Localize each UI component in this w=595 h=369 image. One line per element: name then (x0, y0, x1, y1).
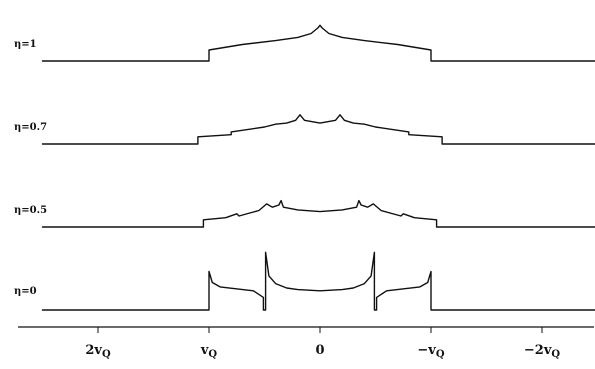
trace-series-4 (41, 251, 595, 311)
series-label-3: η=0.5 (14, 205, 47, 216)
series-labels: η=1 η=0.7 η=0.5 η=0 (14, 39, 47, 297)
trace-series-2 (41, 114, 595, 145)
x-axis-ticks: 2vQ vQ 0 −vQ −2vQ (85, 327, 560, 360)
spectra-traces (41, 24, 595, 311)
trace-series-1 (41, 24, 595, 62)
trace-series-3 (41, 199, 595, 228)
series-label-2: η=0.7 (14, 122, 47, 133)
tick-label-1: 2vQ (85, 343, 111, 360)
tick-label-3: 0 (315, 343, 324, 358)
tick-label-4: −vQ (417, 343, 444, 360)
tick-label-5: −2vQ (524, 343, 561, 360)
series-label-1: η=1 (14, 39, 37, 50)
tick-label-2: vQ (200, 343, 218, 360)
series-label-4: η=0 (14, 286, 37, 297)
